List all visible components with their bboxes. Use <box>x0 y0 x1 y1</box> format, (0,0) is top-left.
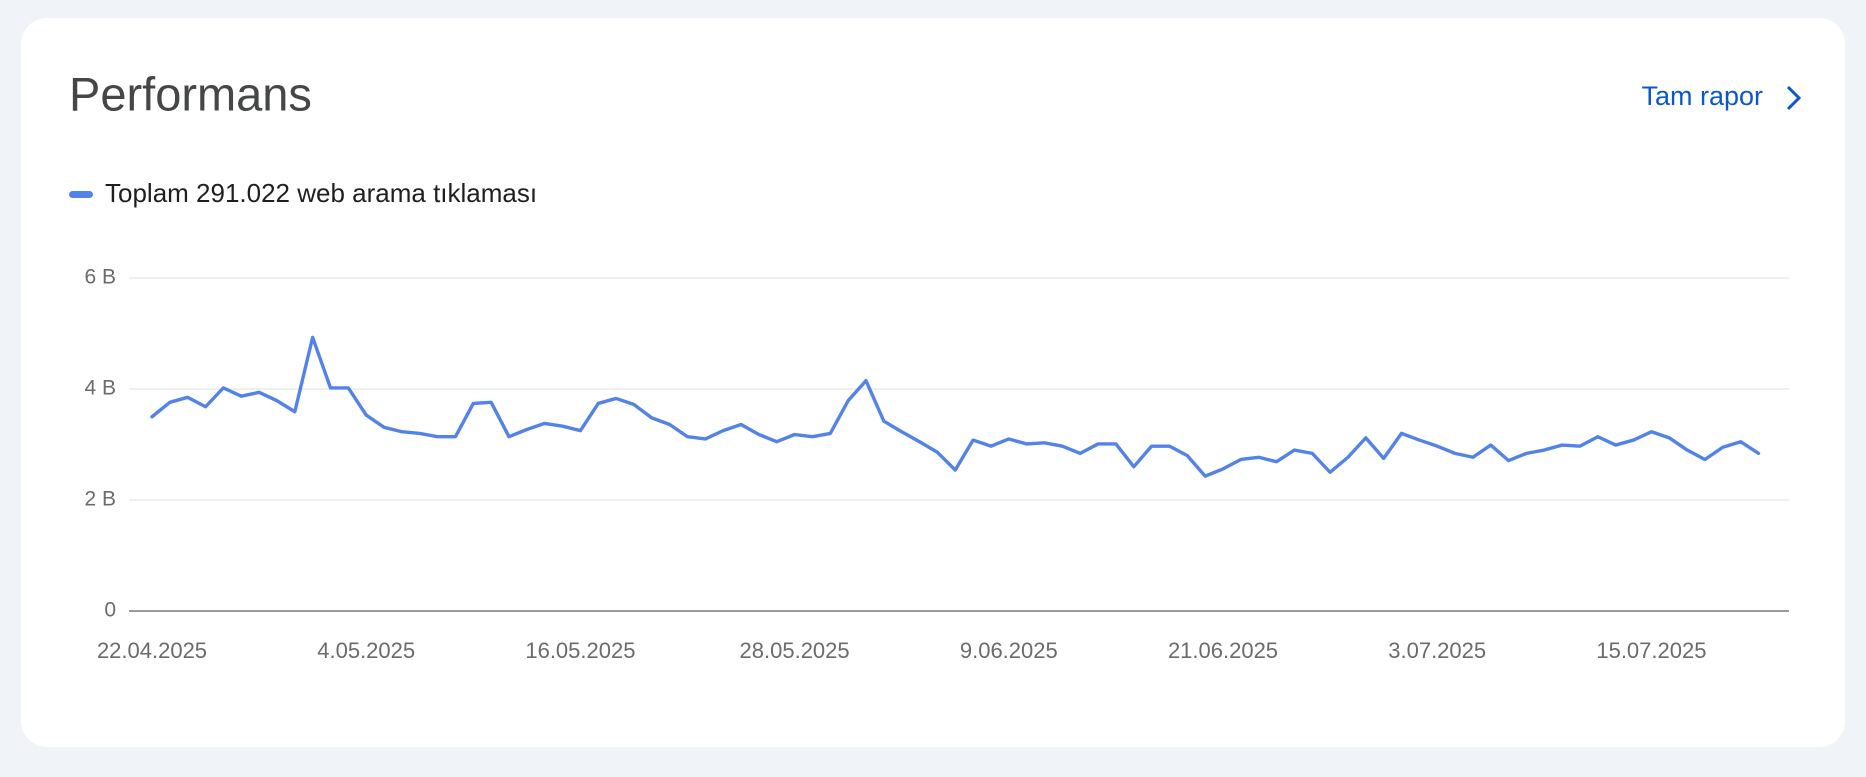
full-report-link[interactable]: Tam rapor <box>1641 81 1763 111</box>
x-tick-label: 3.07.2025 <box>1388 638 1486 663</box>
y-tick-label: 4 B <box>84 377 116 400</box>
y-tick-label: 2 B <box>84 488 116 511</box>
card <box>21 18 1845 747</box>
x-tick-label: 4.05.2025 <box>317 638 415 663</box>
x-tick-label: 28.05.2025 <box>740 638 850 663</box>
y-tick-label: 0 <box>104 599 116 622</box>
x-tick-label: 15.07.2025 <box>1596 638 1706 663</box>
x-tick-label: 21.06.2025 <box>1168 638 1278 663</box>
x-tick-label: 16.05.2025 <box>525 638 635 663</box>
chevron-icon[interactable] <box>1786 85 1802 111</box>
legend-swatch <box>69 191 93 198</box>
legend-label: Toplam 291.022 web arama tıklaması <box>105 178 537 208</box>
x-tick-label: 9.06.2025 <box>960 638 1058 663</box>
data-line <box>150 335 1761 478</box>
x-tick-label: 22.04.2025 <box>97 638 207 663</box>
y-tick-label: 6 B <box>84 266 116 289</box>
chart-title: Performans <box>69 67 312 120</box>
